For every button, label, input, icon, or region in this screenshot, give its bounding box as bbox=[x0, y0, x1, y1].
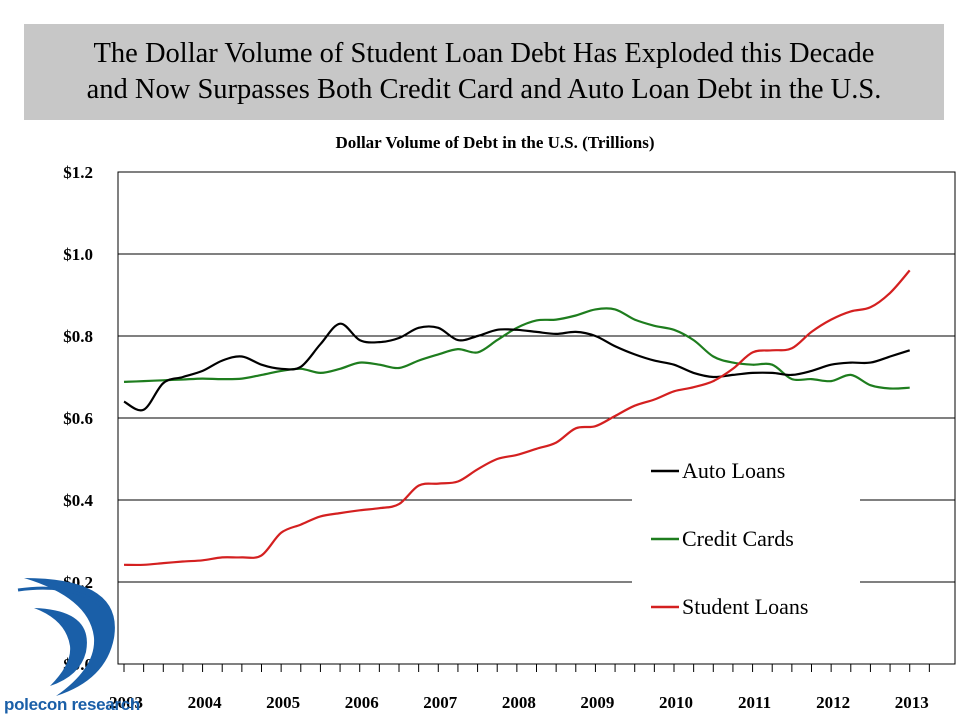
x-tick-label: 2011 bbox=[738, 693, 771, 712]
x-tick-label: 2004 bbox=[188, 693, 223, 712]
logo-text: polecon research bbox=[4, 695, 140, 714]
y-tick-label: $1.0 bbox=[63, 245, 93, 264]
x-tick-label: 2009 bbox=[580, 693, 614, 712]
legend-box bbox=[632, 448, 860, 634]
x-tick-label: 2007 bbox=[423, 693, 458, 712]
credit-cards-line bbox=[123, 307, 910, 390]
x-tick-label: 2013 bbox=[895, 693, 929, 712]
headline-line-2: and Now Surpasses Both Credit Card and A… bbox=[86, 74, 882, 105]
legend-credit-cards-label: Credit Cards bbox=[682, 526, 794, 551]
y-tick-label: $0.6 bbox=[63, 409, 93, 428]
y-tick-label: $0.8 bbox=[63, 327, 93, 346]
legend-auto-loans-label: Auto Loans bbox=[682, 458, 785, 483]
headline-banner: The Dollar Volume of Student Loan Debt H… bbox=[24, 24, 944, 120]
headline-line-1: The Dollar Volume of Student Loan Debt H… bbox=[93, 38, 875, 69]
x-tick-label: 2008 bbox=[502, 693, 536, 712]
series-lines bbox=[123, 269, 911, 567]
legend-student-loans-label: Student Loans bbox=[682, 594, 809, 619]
x-tick-label: 2006 bbox=[345, 693, 379, 712]
y-tick-label: $1.2 bbox=[63, 163, 93, 182]
y-tick-label: $0.4 bbox=[63, 491, 93, 510]
student-loans-line bbox=[123, 269, 911, 567]
x-tick-label: 2003 bbox=[109, 693, 143, 712]
chart-title: Dollar Volume of Debt in the U.S. (Trill… bbox=[335, 133, 655, 152]
legend: Auto Loans Credit Cards Student Loans bbox=[632, 448, 860, 634]
polecon-logo-icon bbox=[17, 578, 115, 696]
auto-loans-line bbox=[123, 322, 911, 412]
x-tick-label: 2010 bbox=[659, 693, 693, 712]
x-tick-label: 2005 bbox=[266, 693, 300, 712]
x-tick-label: 2012 bbox=[816, 693, 850, 712]
